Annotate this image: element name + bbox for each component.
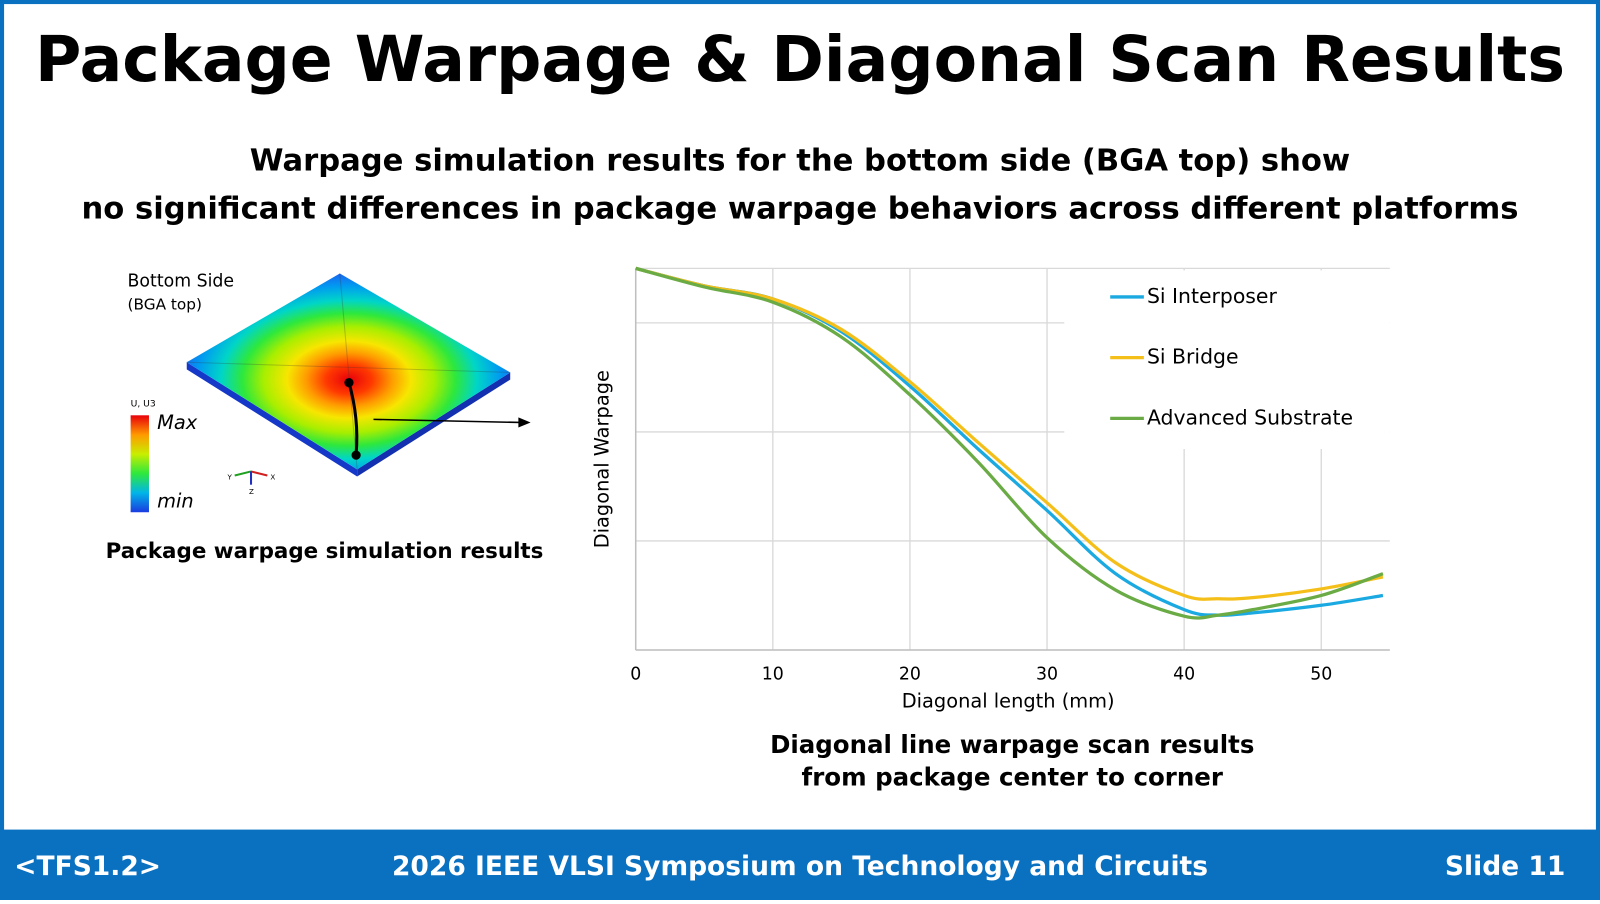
axis-label: Z xyxy=(249,487,254,496)
legend-label: Advanced Substrate xyxy=(1147,405,1353,429)
x-tick-label: 10 xyxy=(762,664,784,684)
x-tick-label: 20 xyxy=(899,664,921,684)
axis-triad xyxy=(250,470,268,477)
subtitle: Warpage simulation results for the botto… xyxy=(250,144,1350,179)
mesh-line xyxy=(339,273,358,470)
mesh-line xyxy=(186,361,511,373)
colorbar xyxy=(130,415,149,513)
x-tick-label: 0 xyxy=(630,664,641,684)
subtitle: no significant differences in package wa… xyxy=(82,192,1519,227)
legend-label: Si Interposer xyxy=(1147,284,1278,308)
footer-right: Slide 11 xyxy=(1445,851,1565,882)
sim-label: Bottom Side xyxy=(128,272,235,292)
chart-caption: from package center to corner xyxy=(802,763,1223,792)
footer-center: 2026 IEEE VLSI Symposium on Technology a… xyxy=(392,851,1208,882)
axis-label: X xyxy=(270,473,275,482)
x-axis-label: Diagonal length (mm) xyxy=(902,690,1115,713)
x-tick-label: 40 xyxy=(1173,664,1195,684)
arrow xyxy=(373,418,521,424)
series-line xyxy=(635,266,1384,601)
slide-title: Package Warpage & Diagonal Scan Results xyxy=(35,22,1565,96)
x-tick-label: 30 xyxy=(1036,664,1058,684)
scan-line xyxy=(347,382,359,455)
series-line xyxy=(635,266,1384,620)
arrow-head xyxy=(518,417,531,428)
scan-end xyxy=(351,450,361,460)
chart: 0 10 20 30 40 50 Diagonal length (mm) Diagonal … xyxy=(591,266,1390,713)
chart-caption: Diagonal line warpage scan results xyxy=(770,730,1254,759)
footer-left: <TFS1.2> xyxy=(14,851,161,882)
sim-caption: Package warpage simulation results xyxy=(106,539,544,564)
legend-label: Si Bridge xyxy=(1147,345,1239,369)
slab-edge xyxy=(357,372,511,477)
simulation-figure: Bottom Side (BGA top) U, U3 Max min Y Z … xyxy=(106,272,544,564)
footer-bar xyxy=(0,829,1600,900)
axis-triad xyxy=(234,470,252,477)
colorbar-max: Max xyxy=(157,411,198,434)
scan-start xyxy=(344,378,354,388)
slab-edge xyxy=(186,362,358,477)
y-axis-label: Diagonal Warpage xyxy=(591,370,614,548)
colorbar-min: min xyxy=(157,490,194,513)
sim-sublabel: (BGA top) xyxy=(128,296,202,314)
x-tick-label: 50 xyxy=(1310,664,1332,684)
axis-label: Y xyxy=(227,473,233,482)
colorbar-title: U, U3 xyxy=(131,399,156,410)
